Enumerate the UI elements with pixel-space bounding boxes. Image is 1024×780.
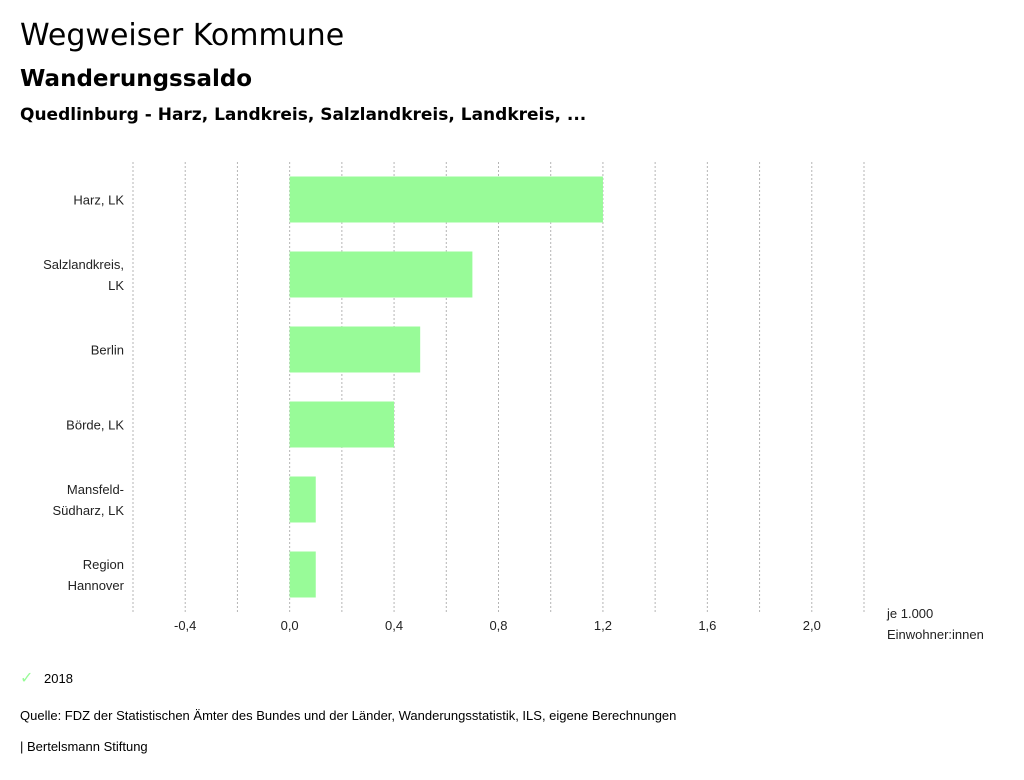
bar-chart: -0,4 0,0 0,4 0,8 1,2 1,6 2,0 je 1.000 Einwohner:… [43, 162, 984, 642]
bar [289, 251, 473, 298]
page-title: Wegweiser Kommune [20, 18, 345, 53]
x-tick-label: 2,0 [803, 618, 821, 633]
category-label: Börde, LK [66, 418, 124, 433]
check-icon: ✓ [20, 670, 34, 687]
category-label: Salzlandkreis, LK [43, 257, 124, 293]
legend-item-2018[interactable]: ✓ 2018 [20, 668, 73, 688]
category-label: Region Hannover [68, 557, 125, 593]
category-label: Mansfeld-Südharz, LK [52, 482, 124, 518]
category-label: Berlin [91, 343, 124, 358]
bar [289, 176, 603, 223]
bar [289, 551, 316, 598]
x-tick-label: 0,0 [281, 618, 299, 633]
x-unit-label: je 1.000 [886, 606, 933, 621]
x-tick-label: 1,6 [698, 618, 716, 633]
bar [289, 401, 395, 448]
x-tick-label: -0,4 [174, 618, 196, 633]
bar [289, 326, 421, 373]
source-note: Quelle: FDZ der Statistischen Ämter des … [20, 708, 677, 723]
credit-note: | Bertelsmann Stiftung [20, 739, 148, 754]
category-label: Harz, LK [73, 193, 124, 208]
x-tick-label: 1,2 [594, 618, 612, 633]
x-unit-label: Einwohner:innen [887, 627, 984, 642]
chart-subtitle: Wanderungssaldo [20, 66, 253, 92]
bar [289, 476, 316, 523]
region-label: Quedlinburg - Harz, Landkreis, Salzlandk… [20, 105, 587, 125]
legend-label: 2018 [44, 670, 73, 686]
x-tick-label: 0,4 [385, 618, 403, 633]
x-tick-label: 0,8 [489, 618, 507, 633]
